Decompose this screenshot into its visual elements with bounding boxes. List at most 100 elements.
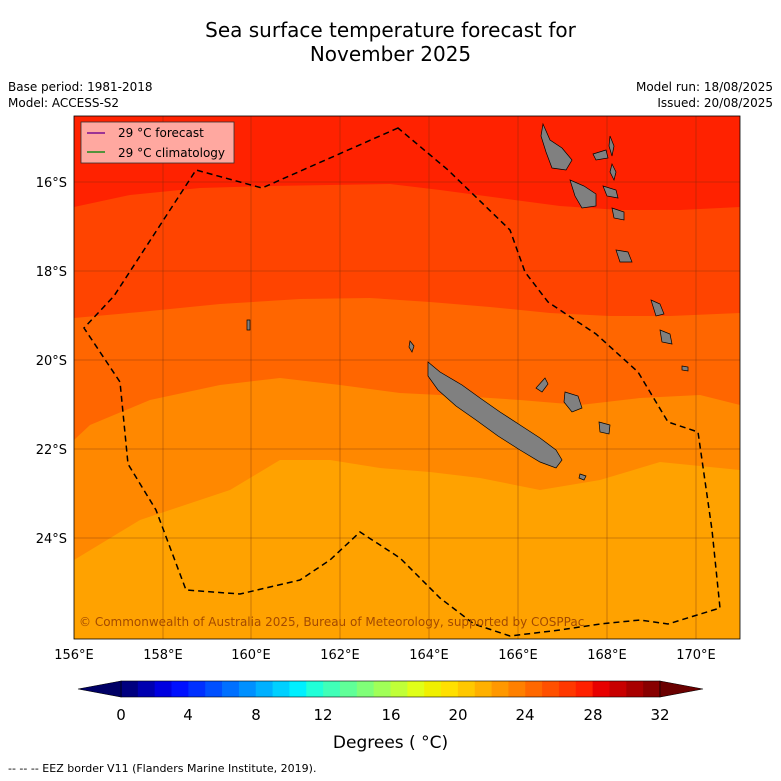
- colorbar-cell: [508, 681, 526, 697]
- map-legend: 29 °C forecast 29 °C climatology: [80, 121, 235, 164]
- colorbar-cell: [441, 681, 459, 697]
- latitude-labels: 16°S 18°S 20°S 22°S 24°S: [36, 176, 67, 547]
- isle-of-pines-land: [578, 473, 587, 481]
- lon-label-168e: 168°E: [587, 648, 627, 663]
- colorbar-cell: [272, 681, 290, 697]
- colorbar-cell: [474, 681, 492, 697]
- cbar-tick-32: 32: [650, 706, 669, 724]
- cbar-tick-16: 16: [381, 706, 400, 724]
- cbar-tick-4: 4: [183, 706, 193, 724]
- colorbar-cell: [457, 681, 476, 697]
- model-text: Model: ACCESS-S2: [8, 96, 120, 110]
- colorbar-tick-labels: 0 4 8 12 16 20 24 28 32: [116, 706, 669, 724]
- colorbar-cell: [238, 681, 257, 697]
- colorbar-cell: [558, 681, 577, 697]
- cbar-tick-0: 0: [116, 706, 126, 724]
- colorbar-cell: [306, 681, 324, 697]
- epi-island-land: [602, 185, 619, 199]
- tanna-island-land: [615, 249, 633, 263]
- lat-label-24s: 24°S: [36, 532, 67, 547]
- cbar-tick-24: 24: [515, 706, 534, 724]
- cbar-tick-8: 8: [251, 706, 261, 724]
- efate-island-land: [611, 207, 625, 221]
- legend-climatology-label: 29 °C climatology: [118, 146, 225, 160]
- lon-label-170e: 170°E: [676, 648, 716, 663]
- lat-label-22s: 22°S: [36, 443, 67, 458]
- colorbar-cells: [120, 680, 661, 698]
- ambae-island-land: [592, 149, 609, 161]
- lon-label-156e: 156°E: [54, 648, 94, 663]
- colorbar-cell: [491, 681, 509, 697]
- issued-text: Issued: 20/08/2025: [657, 96, 773, 110]
- title-line-2: November 2025: [309, 42, 472, 66]
- belep-island-land: [535, 377, 549, 393]
- lifou-island-land: [563, 391, 583, 413]
- colorbar-cell: [137, 681, 156, 697]
- colorbar-cell: [407, 681, 425, 697]
- matthew-island-land: [650, 299, 665, 317]
- meta-right: Model run: 18/08/2025 Issued: 20/08/2025: [636, 79, 773, 111]
- chart-title: Sea surface temperature forecast for Nov…: [0, 18, 781, 66]
- east-islet-land: [681, 365, 689, 372]
- colorbar-cell: [255, 681, 273, 697]
- pentecost-island-land: [609, 162, 617, 182]
- colorbar: 0 4 8 12 16 20 24 28 32: [77, 680, 704, 724]
- lon-label-164e: 164°E: [409, 648, 449, 663]
- copyright-text: © Commonwealth of Australia 2025, Bureau…: [79, 615, 584, 629]
- malakula-land: [569, 179, 597, 209]
- meta-left: Base period: 1981-2018 Model: ACCESS-S2: [8, 79, 153, 111]
- longitude-labels: 156°E 158°E 160°E 162°E 164°E 166°E 168°…: [54, 648, 716, 663]
- colorbar-over-arrow: [659, 680, 704, 698]
- new-caledonia-land: [427, 361, 563, 469]
- model-run-text: Model run: 18/08/2025: [635, 80, 773, 94]
- chesterfield-islet-land: [246, 319, 251, 331]
- colorbar-cell: [222, 681, 240, 697]
- colorbar-cell: [575, 681, 594, 697]
- sst-field: [74, 116, 740, 639]
- maewo-island-land: [608, 135, 615, 157]
- colorbar-cell: [626, 681, 644, 697]
- lon-label-158e: 158°E: [143, 648, 183, 663]
- map-frame: [73, 115, 741, 640]
- colorbar-cell: [205, 681, 223, 697]
- lat-label-18s: 18°S: [36, 265, 67, 280]
- colorbar-cell: [323, 681, 341, 697]
- cbar-tick-12: 12: [313, 706, 332, 724]
- cbar-tick-28: 28: [583, 706, 602, 724]
- colorbar-cell: [643, 681, 661, 697]
- lat-label-20s: 20°S: [36, 354, 67, 369]
- eez-footnote: -- -- -- EEZ border V11 (Flanders Marine…: [8, 762, 317, 775]
- land-masses: [246, 122, 689, 481]
- colorbar-cell: [592, 681, 610, 697]
- colorbar-cell: [373, 681, 391, 697]
- colorbar-cell: [171, 681, 189, 697]
- lon-label-166e: 166°E: [498, 648, 538, 663]
- title-line-1: Sea surface temperature forecast for: [205, 18, 576, 42]
- cbar-tick-20: 20: [448, 706, 467, 724]
- mare-island-land: [598, 421, 611, 435]
- colorbar-cell: [188, 681, 206, 697]
- colorbar-cell: [356, 681, 375, 697]
- colorbar-cell: [609, 681, 627, 697]
- colorbar-cell: [339, 681, 358, 697]
- lon-label-162e: 162°E: [320, 648, 360, 663]
- graticule: [74, 116, 740, 639]
- lat-label-16s: 16°S: [36, 176, 67, 191]
- espiritu-santo-land: [540, 122, 573, 171]
- colorbar-cell: [289, 681, 307, 697]
- loyalty-islet-land: [408, 340, 415, 353]
- colorbar-cell: [390, 681, 408, 697]
- base-period-text: Base period: 1981-2018: [8, 80, 153, 94]
- colorbar-cell: [525, 681, 543, 697]
- colorbar-under-arrow: [77, 680, 122, 698]
- lon-label-160e: 160°E: [231, 648, 271, 663]
- legend-box: [80, 121, 235, 164]
- eez-border: [83, 127, 721, 637]
- colorbar-cell: [424, 681, 442, 697]
- hunter-island-land: [659, 329, 673, 345]
- colorbar-cell: [154, 681, 172, 697]
- colorbar-cell: [121, 681, 139, 697]
- colorbar-cell: [542, 681, 560, 697]
- legend-forecast-label: 29 °C forecast: [118, 126, 204, 140]
